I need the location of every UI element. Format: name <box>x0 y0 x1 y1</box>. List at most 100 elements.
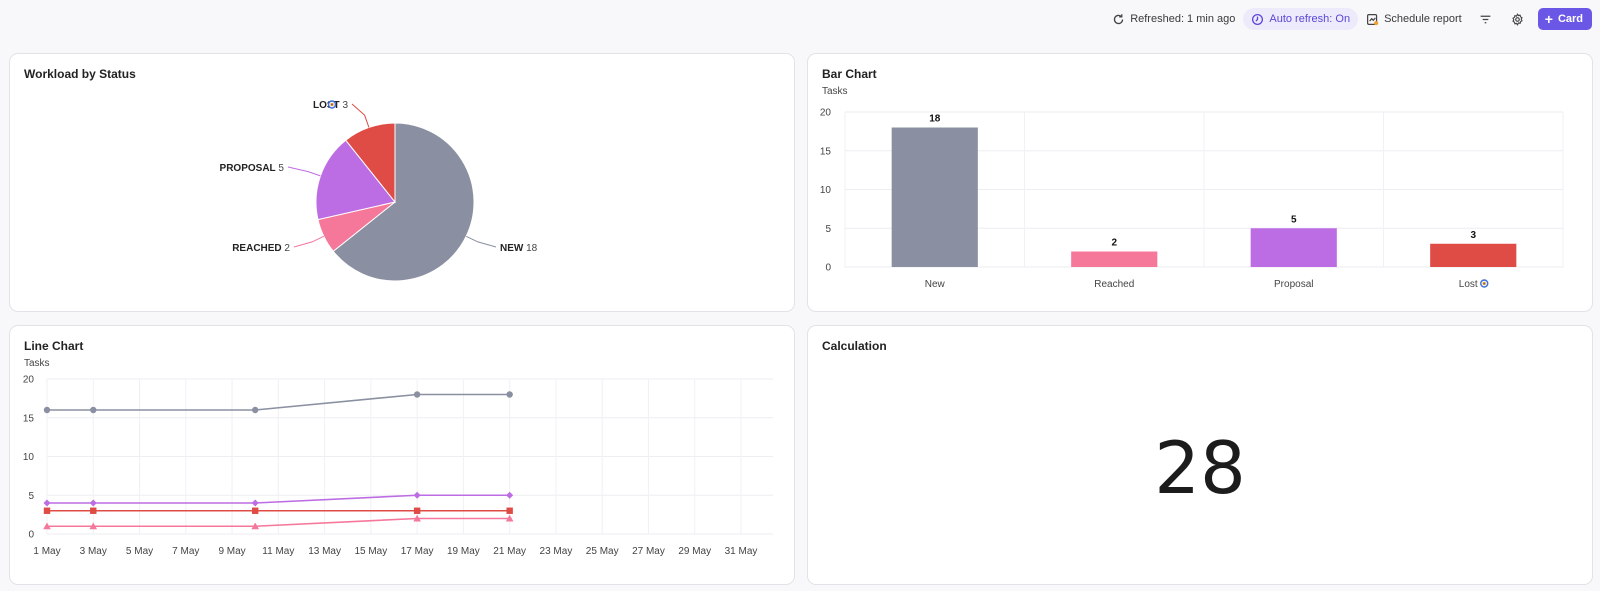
settings-button[interactable] <box>1507 8 1529 30</box>
line-point <box>252 406 259 414</box>
pie-label-reached: REACHED 2 <box>232 243 290 254</box>
line-point <box>506 491 514 499</box>
y-tick-label: 0 <box>825 263 831 274</box>
line-point <box>413 514 421 522</box>
line-point <box>43 499 51 507</box>
y-axis-unit: Tasks <box>24 358 50 369</box>
bar-value-label: 3 <box>1470 230 1476 241</box>
bar-value-label: 5 <box>1291 214 1297 225</box>
report-icon <box>1367 13 1379 25</box>
card-title: Calculation <box>822 339 887 353</box>
clock-icon <box>1252 13 1264 25</box>
line-point <box>413 507 421 514</box>
x-tick-label: 31 May <box>725 546 758 557</box>
y-tick-label: 0 <box>28 530 34 541</box>
pie-label-proposal: PROPOSAL 5 <box>220 163 285 174</box>
filter-button[interactable] <box>1475 8 1497 30</box>
lost-emoji-icon <box>1480 279 1489 288</box>
x-tick-label: 13 May <box>308 546 341 557</box>
dashboard-toolbar: Refreshed: 1 min ago Auto refresh: On Sc… <box>1104 8 1592 30</box>
pie-leader-line <box>287 166 321 177</box>
line-point <box>251 522 259 530</box>
bar-proposal <box>1250 228 1337 267</box>
x-tick-label: 21 May <box>493 546 526 557</box>
schedule-report-button[interactable]: Schedule report <box>1358 8 1470 30</box>
x-tick-label: 23 May <box>540 546 573 557</box>
plus-icon: + <box>1544 11 1553 27</box>
x-tick-label: 15 May <box>354 546 387 557</box>
pie-chart: NEW 18 REACHED 2 PROPOSAL 5 LOST 3 <box>220 100 538 282</box>
x-tick-label: 5 May <box>126 546 153 557</box>
x-tick-label: New <box>925 279 946 290</box>
x-tick-label: 17 May <box>401 546 434 557</box>
y-tick-label: 10 <box>820 185 832 196</box>
y-tick-label: 20 <box>820 108 832 119</box>
filter-icon <box>1480 15 1491 23</box>
y-axis-unit: Tasks <box>822 86 848 97</box>
line-point <box>252 507 259 514</box>
line-point <box>43 522 51 530</box>
bar-chart-card: Bar Chart Tasks 0 5 10 15 20 18 New 2 Reached 5 Pr… <box>807 53 1593 312</box>
nazar-pupil <box>1483 282 1486 285</box>
line-chart-card: Line Chart Tasks 0 5 10 15 20 1 May 3 May 5 May… <box>9 325 795 585</box>
line-point <box>89 522 98 530</box>
x-tick-label: 9 May <box>218 546 245 557</box>
card-title: Bar Chart <box>822 67 877 81</box>
y-tick-label: 5 <box>825 224 831 235</box>
bar-chart: 0 5 10 15 20 18 New 2 Reached 5 Proposal 3 Lost <box>820 108 1564 290</box>
pie-label-lost: LOST 3 <box>313 100 348 111</box>
x-tick-label: 11 May <box>262 546 294 557</box>
x-tick-label: Lost <box>1459 279 1478 290</box>
refreshed-label: Refreshed: 1 min ago <box>1130 13 1236 25</box>
x-tick-label: Reached <box>1094 279 1134 290</box>
pie-leader-line <box>465 235 497 248</box>
x-tick-label: 19 May <box>447 546 480 557</box>
line-point <box>89 499 97 507</box>
y-tick-label: 15 <box>23 413 35 424</box>
x-tick-label: 27 May <box>632 546 665 557</box>
y-tick-label: 10 <box>23 452 35 463</box>
line-point <box>506 391 513 398</box>
refresh-icon <box>1113 13 1124 24</box>
bar-value-label: 2 <box>1111 238 1117 249</box>
line-point <box>413 491 421 499</box>
pie-leader-line <box>293 235 325 248</box>
add-card-button[interactable]: + Card <box>1537 8 1592 30</box>
x-tick-label: 1 May <box>33 546 60 557</box>
line-point <box>43 406 51 414</box>
pie-label-new: NEW 18 <box>500 243 538 254</box>
pie-slice-proposal <box>315 139 396 221</box>
y-tick-label: 20 <box>23 375 35 386</box>
refresh-button[interactable]: Refreshed: 1 min ago <box>1104 8 1243 30</box>
line-point <box>505 514 514 522</box>
schedule-report-label: Schedule report <box>1384 13 1462 25</box>
bar-new <box>891 127 978 267</box>
calculation-value: 28 <box>1154 426 1246 510</box>
x-tick-label: 29 May <box>678 546 711 557</box>
bar-reached <box>1071 251 1158 267</box>
auto-refresh-toggle[interactable]: Auto refresh: On <box>1243 8 1359 30</box>
line-point <box>90 406 97 414</box>
x-tick-label: 25 May <box>586 546 619 557</box>
line-chart: 0 5 10 15 20 1 May 3 May 5 May 7 May 9 May 11 May 1… <box>23 375 773 557</box>
y-tick-label: 15 <box>820 146 832 157</box>
add-card-label: Card <box>1557 13 1583 25</box>
calculation-card: Calculation 28 <box>807 325 1593 585</box>
workload-by-status-card: Workload by Status NEW 18 REACHED 2 PROPOS… <box>9 53 795 312</box>
card-title: Workload by Status <box>24 67 136 81</box>
pie-slice-new <box>332 122 475 282</box>
line-point <box>506 507 513 514</box>
gear-icon <box>1512 12 1523 26</box>
card-title: Line Chart <box>24 339 84 353</box>
line-point <box>413 391 421 398</box>
auto-refresh-label: Auto refresh: On <box>1269 13 1351 25</box>
line-point <box>90 507 97 514</box>
line-point <box>43 507 51 514</box>
x-tick-label: 7 May <box>172 546 199 557</box>
x-tick-label: Proposal <box>1274 279 1313 290</box>
bar-value-label: 18 <box>929 114 941 125</box>
pie-leader-line <box>351 103 370 128</box>
lost-emoji-icon <box>327 100 337 109</box>
line-point <box>251 499 259 507</box>
x-tick-label: 3 May <box>80 546 107 557</box>
